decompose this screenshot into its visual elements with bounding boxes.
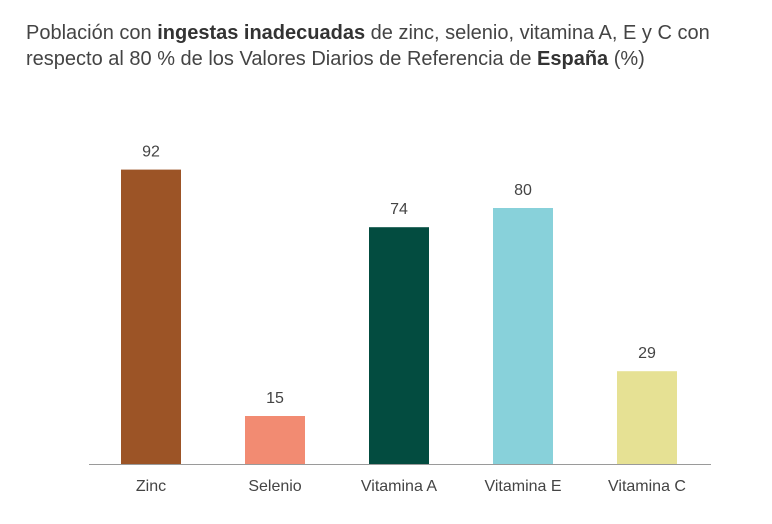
title-part: (%): [608, 48, 645, 70]
title-part-bold: España: [537, 48, 609, 70]
bar-selenio: [245, 416, 305, 464]
title-part: Población con: [26, 22, 158, 44]
chart-title: Población con ingestas inadecuadas de zi…: [26, 20, 756, 72]
bar-vitamina-a: [369, 227, 429, 464]
value-labels-group: 92 15 74 80 29: [142, 144, 656, 407]
value-label: 15: [266, 390, 284, 407]
category-label: Zinc: [136, 478, 166, 495]
category-label: Vitamina E: [484, 478, 561, 495]
category-labels-group: Zinc Selenio Vitamina A Vitamina E Vitamina …: [136, 478, 686, 495]
value-label: 74: [390, 201, 408, 218]
category-label: Vitamina A: [361, 478, 438, 495]
category-label: Selenio: [248, 478, 301, 495]
value-label: 29: [638, 345, 656, 362]
bar-zinc: [121, 169, 181, 464]
title-part: de zinc, selenio, vitamina A, E y C con …: [26, 22, 710, 70]
bars-group: [121, 169, 677, 464]
category-label: Vitamina C: [608, 478, 686, 495]
value-label: 80: [514, 182, 532, 199]
value-label: 92: [142, 144, 160, 161]
title-part-bold: ingestas inadecuadas: [157, 22, 366, 44]
bar-vitamina-c: [617, 371, 677, 464]
bar-vitamina-e: [493, 208, 553, 464]
